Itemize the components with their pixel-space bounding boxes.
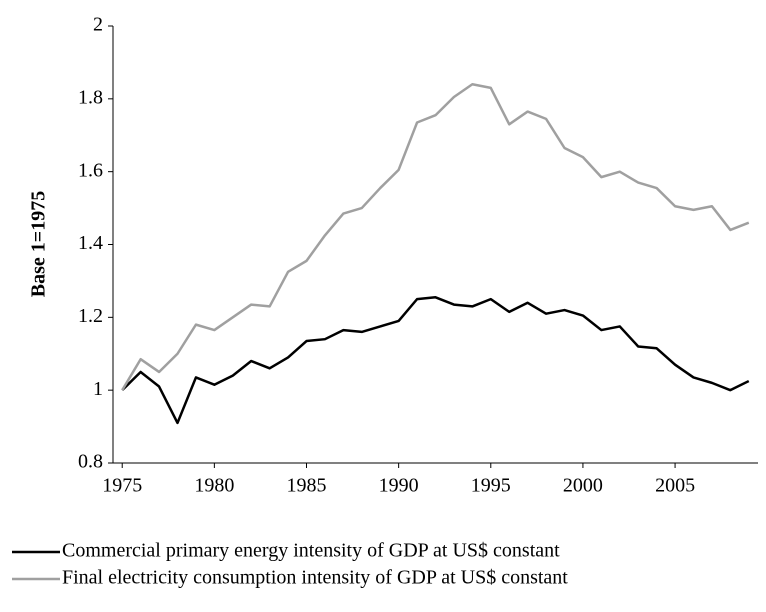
y-tick-label: 1.6 [78, 159, 103, 181]
y-axis-label: Base 1=1975 [28, 191, 50, 297]
x-tick-label: 2005 [655, 475, 695, 497]
y-tick-label: 2 [93, 14, 103, 36]
x-tick-label: 1995 [471, 475, 511, 497]
x-tick-label: 1975 [102, 475, 142, 497]
y-tick-label: 1.2 [78, 305, 103, 327]
x-tick-label: 1980 [194, 475, 234, 497]
y-tick-label: 0.8 [78, 451, 103, 473]
x-tick-label: 1990 [379, 475, 419, 497]
y-tick-label: 1.8 [78, 86, 103, 108]
y-tick-label: 1 [93, 378, 103, 400]
legend-label: Commercial primary energy intensity of G… [62, 540, 560, 562]
series-line [121, 296, 750, 425]
legend-label: Final electricity consumption intensity … [62, 567, 568, 589]
x-tick-label: 1985 [287, 475, 327, 497]
x-tick-label: 2000 [563, 475, 603, 497]
series-line [121, 83, 750, 391]
y-tick-label: 1.4 [78, 232, 103, 254]
